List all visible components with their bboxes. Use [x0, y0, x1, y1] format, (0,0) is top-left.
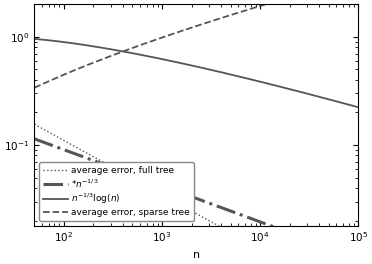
average error, full tree	[254, 245, 259, 248]
$n^{-1/3}\mathrm{log}(n)$	[285, 87, 289, 90]
$*n^{-1/3}$	[163, 185, 167, 188]
$*n^{-1/3}$	[285, 230, 289, 233]
$*n^{-1/3}$	[254, 219, 259, 222]
Line: $n^{-1/3}\mathrm{log}(n)$: $n^{-1/3}\mathrm{log}(n)$	[34, 39, 358, 107]
X-axis label: n: n	[193, 250, 200, 260]
$*n^{-1/3}$	[65, 149, 70, 153]
average error, full tree	[32, 123, 36, 126]
$*n^{-1/3}$	[356, 256, 360, 260]
average error, full tree	[65, 141, 70, 144]
Line: average error, full tree: average error, full tree	[34, 124, 358, 264]
average error, sparse tree	[254, 6, 259, 9]
$n^{-1/3}\mathrm{log}(n)$	[65, 41, 70, 44]
$*n^{-1/3}$	[291, 232, 295, 235]
$n^{-1/3}\mathrm{log}(n)$	[356, 106, 360, 109]
$n^{-1/3}\mathrm{log}(n)$	[291, 88, 295, 92]
$n^{-1/3}\mathrm{log}(n)$	[32, 37, 36, 40]
Line: average error, sparse tree: average error, sparse tree	[34, 0, 358, 88]
$*n^{-1/3}$	[175, 190, 179, 193]
$n^{-1/3}\mathrm{log}(n)$	[254, 79, 259, 82]
average error, full tree	[175, 201, 179, 205]
$*n^{-1/3}$	[32, 137, 36, 140]
average error, sparse tree	[175, 31, 179, 34]
$n^{-1/3}\mathrm{log}(n)$	[175, 61, 179, 64]
average error, sparse tree	[163, 35, 167, 38]
average error, sparse tree	[32, 86, 36, 89]
average error, sparse tree	[65, 72, 70, 75]
average error, full tree	[163, 195, 167, 198]
Line: $*n^{-1/3}$: $*n^{-1/3}$	[34, 139, 358, 258]
$n^{-1/3}\mathrm{log}(n)$	[163, 58, 167, 61]
Legend: average error, full tree, $*n^{-1/3}$, $n^{-1/3}\mathrm{log}(n)$, average error,: average error, full tree, $*n^{-1/3}$, $…	[39, 162, 194, 221]
average error, full tree	[285, 262, 289, 264]
